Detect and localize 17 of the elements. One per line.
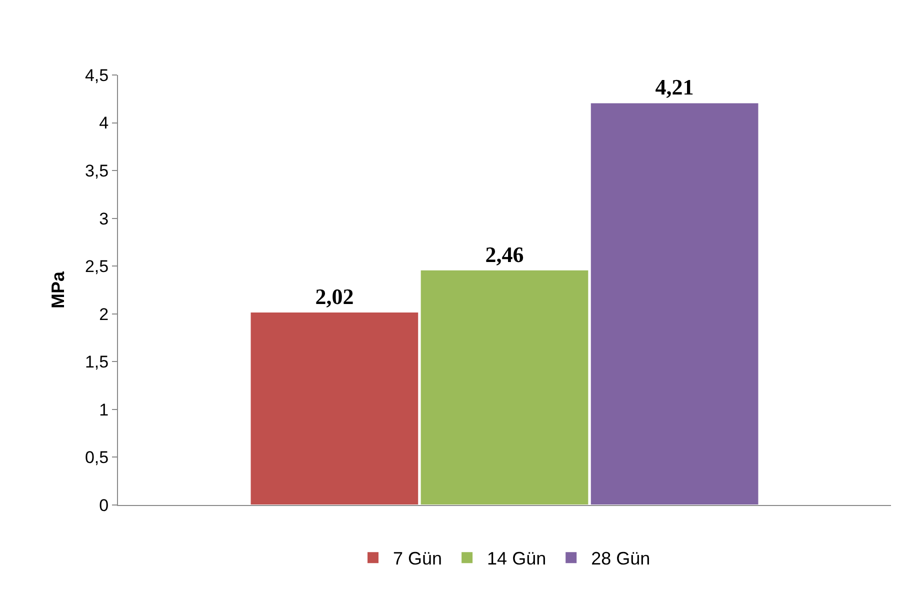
- data-label: 2,46: [485, 242, 524, 267]
- y-tick-label: 4,5: [84, 66, 109, 85]
- y-tick-label: 2: [99, 304, 109, 324]
- y-tick-label: 0,5: [84, 448, 109, 468]
- legend-label: 28 Gün: [591, 548, 650, 569]
- legend-label: 14 Gün: [487, 548, 546, 569]
- y-tick-label: 0: [99, 496, 109, 515]
- data-label: 2,02: [315, 284, 354, 309]
- y-tick-label: 2,5: [84, 257, 109, 276]
- y-axis-title: MPa: [48, 270, 68, 309]
- y-tick-label: 3,5: [84, 162, 109, 181]
- legend-label: 7 Gün: [393, 548, 442, 569]
- y-tick-label: 1: [99, 400, 109, 420]
- data-label: 4,21: [655, 74, 694, 100]
- y-tick-label: 1,5: [84, 352, 109, 372]
- y-tick-label: 3: [99, 209, 109, 228]
- y-tick-label: 4: [99, 114, 109, 133]
